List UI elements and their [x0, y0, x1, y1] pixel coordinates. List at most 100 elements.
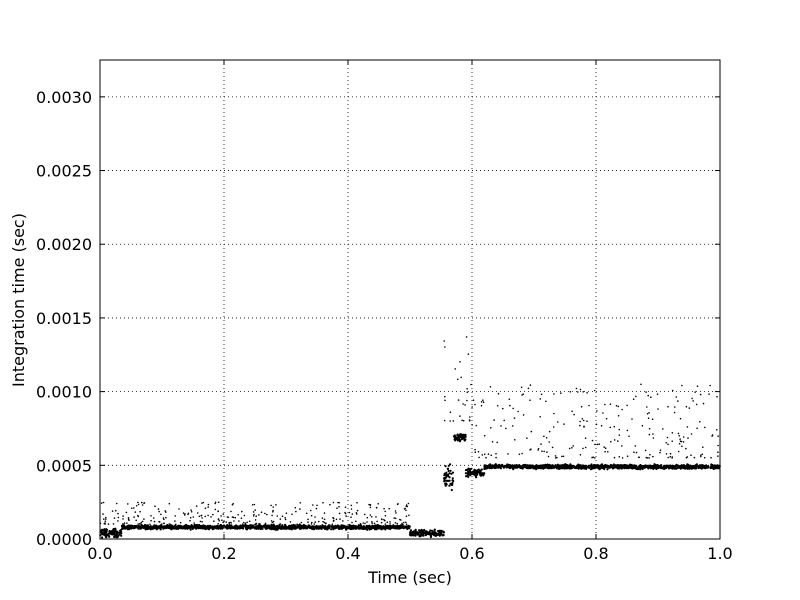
data-point — [438, 531, 441, 534]
data-point — [441, 534, 444, 537]
outlier-point — [682, 436, 685, 438]
outlier-point — [466, 391, 469, 394]
data-point — [611, 467, 615, 470]
outlier-point — [102, 501, 105, 504]
data-point — [581, 467, 585, 470]
data-point — [224, 525, 227, 528]
data-point — [510, 465, 513, 469]
y-tick-label: 0.0010 — [36, 383, 92, 402]
data-point — [330, 528, 333, 531]
outlier-point — [678, 435, 680, 437]
outlier-point — [323, 518, 326, 521]
data-point — [292, 524, 295, 527]
outlier-point — [717, 451, 719, 454]
outlier-point — [289, 521, 292, 523]
outlier-point — [363, 513, 366, 516]
outlier-point — [690, 433, 693, 435]
outlier-point — [615, 404, 618, 407]
outlier-point — [543, 450, 545, 453]
data-point — [501, 464, 504, 467]
data-point — [687, 465, 690, 468]
data-point — [328, 526, 331, 529]
data-point — [669, 466, 672, 469]
outlier-point — [201, 502, 203, 504]
outlier-point — [369, 504, 372, 506]
outlier-point — [662, 428, 664, 430]
data-point — [114, 533, 117, 536]
outlier-point — [125, 511, 128, 514]
data-point — [544, 463, 547, 467]
data-point — [307, 524, 310, 527]
outlier-point — [480, 401, 483, 403]
outlier-point — [521, 452, 523, 455]
outlier-point — [657, 408, 659, 410]
data-point — [609, 464, 613, 467]
outlier-point — [174, 515, 176, 517]
outlier-point — [541, 450, 543, 453]
outlier-point — [563, 423, 565, 425]
outlier-point — [272, 506, 275, 508]
outlier-point — [316, 504, 318, 507]
data-point — [451, 471, 455, 474]
outlier-point — [164, 510, 166, 512]
data-point — [348, 523, 351, 527]
data-point — [451, 481, 454, 485]
data-point — [465, 475, 468, 478]
outlier-point — [366, 516, 369, 519]
outlier-point — [677, 400, 679, 402]
data-point — [330, 525, 333, 528]
outlier-point — [682, 441, 685, 443]
outlier-point — [478, 456, 480, 459]
outlier-point — [276, 515, 279, 517]
outlier-point — [230, 510, 232, 513]
outlier-point — [695, 403, 698, 406]
outlier-point — [471, 424, 473, 426]
outlier-point — [656, 393, 659, 396]
outlier-point — [243, 514, 246, 517]
data-point — [345, 526, 348, 529]
data-point — [527, 465, 530, 468]
data-point — [470, 467, 473, 470]
data-point — [434, 531, 437, 534]
outlier-point — [395, 512, 397, 514]
data-point — [424, 534, 427, 537]
data-point — [120, 534, 123, 537]
data-point — [139, 525, 142, 529]
data-point — [163, 525, 166, 528]
outlier-point — [394, 510, 397, 512]
data-point — [479, 473, 482, 476]
data-point — [104, 535, 108, 539]
outlier-point — [323, 521, 326, 524]
x-tick-label: 0.6 — [459, 544, 484, 563]
data-point — [511, 464, 514, 467]
outlier-point — [539, 398, 542, 400]
data-point — [404, 525, 407, 528]
outlier-point — [466, 399, 468, 402]
outlier-point — [469, 416, 471, 418]
outlier-point — [526, 437, 528, 440]
outlier-point — [482, 401, 485, 404]
outlier-point — [405, 523, 408, 525]
data-point — [523, 465, 527, 468]
data-point — [642, 465, 645, 468]
outlier-point — [375, 507, 378, 509]
data-point — [360, 526, 363, 529]
outlier-point — [350, 504, 353, 507]
outlier-point — [582, 391, 584, 393]
outlier-point — [243, 521, 245, 524]
outlier-point — [496, 405, 499, 407]
outlier-point — [200, 514, 203, 517]
data-point — [122, 527, 125, 530]
outlier-point — [579, 420, 581, 423]
data-point — [238, 526, 241, 529]
outlier-point — [604, 450, 606, 453]
outlier-point — [551, 446, 554, 449]
data-point — [384, 526, 387, 529]
outlier-point — [638, 456, 640, 459]
outlier-point — [255, 522, 257, 525]
outlier-point — [158, 520, 160, 523]
data-point — [490, 466, 494, 470]
data-point — [540, 465, 543, 468]
outlier-point — [701, 453, 704, 456]
